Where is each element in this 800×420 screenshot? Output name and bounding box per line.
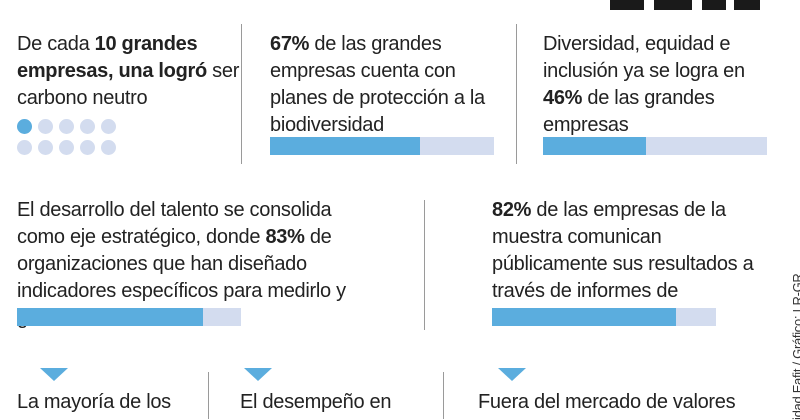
stat-text: El desarrollo del talento se consolida c… bbox=[17, 199, 332, 248]
stat-biodiversity: 67% de las grandes empresas cuenta con p… bbox=[270, 31, 510, 139]
triangle-marker-icon bbox=[498, 368, 526, 381]
dot-filled bbox=[17, 119, 32, 134]
dot-empty bbox=[17, 140, 32, 155]
stat-text: de organizaciones que han diseñado indic… bbox=[17, 226, 346, 329]
divider bbox=[424, 200, 425, 330]
stat-highlight: 83% bbox=[265, 226, 305, 248]
dot-matrix bbox=[17, 119, 127, 159]
triangle-marker-icon bbox=[244, 368, 272, 381]
stat-text: ser carbono neutro bbox=[17, 60, 240, 109]
progress-fill bbox=[270, 137, 421, 155]
progress-fill bbox=[492, 308, 676, 326]
stat-text: de las grandes empresas cuenta con plane… bbox=[270, 33, 485, 136]
triangle-marker-icon bbox=[40, 368, 68, 381]
stat-text: De cada bbox=[17, 33, 95, 55]
bottom-item-1: La mayoría de los bbox=[17, 391, 171, 413]
dot-empty bbox=[59, 140, 74, 155]
progress-fill bbox=[543, 137, 647, 155]
bottom-item-2: El desempeño en bbox=[240, 391, 392, 413]
stat-highlight: 46% bbox=[543, 87, 583, 109]
dot-empty bbox=[38, 140, 53, 155]
divider bbox=[443, 372, 444, 419]
divider bbox=[516, 24, 517, 164]
stat-text: de las grandes empresas bbox=[543, 87, 715, 136]
eafit-logo-icon bbox=[610, 0, 760, 10]
dot-empty bbox=[101, 140, 116, 155]
progress-bar-biodiversity bbox=[270, 137, 494, 155]
stat-highlight: 67% bbox=[270, 33, 310, 55]
stat-text: Diversidad, equidad e inclusión ya se lo… bbox=[543, 33, 745, 82]
stat-highlight: 82% bbox=[492, 199, 532, 221]
progress-bar-reporting bbox=[492, 308, 716, 326]
stat-talent: El desarrollo del talento se consolida c… bbox=[17, 197, 382, 332]
progress-fill bbox=[17, 308, 203, 326]
stat-diversity: Diversidad, equidad e inclusión ya se lo… bbox=[543, 31, 783, 139]
stat-highlight: 10 grandes empresas, una logró bbox=[17, 33, 207, 82]
dot-empty bbox=[101, 119, 116, 134]
credit-text: idad Eafit / Gráfico: LR-GR bbox=[774, 273, 800, 420]
progress-bar-diversity bbox=[543, 137, 767, 155]
progress-bar-talent bbox=[17, 308, 241, 326]
credit-label: idad Eafit / Gráfico: LR-GR bbox=[790, 273, 800, 420]
divider bbox=[208, 372, 209, 419]
dot-empty bbox=[59, 119, 74, 134]
dot-empty bbox=[80, 140, 95, 155]
dot-empty bbox=[38, 119, 53, 134]
stat-carbon-neutral: De cada 10 grandes empresas, una logró s… bbox=[17, 31, 247, 112]
bottom-item-3: Fuera del mercado de valores bbox=[478, 391, 736, 413]
divider bbox=[241, 24, 242, 164]
dot-empty bbox=[80, 119, 95, 134]
